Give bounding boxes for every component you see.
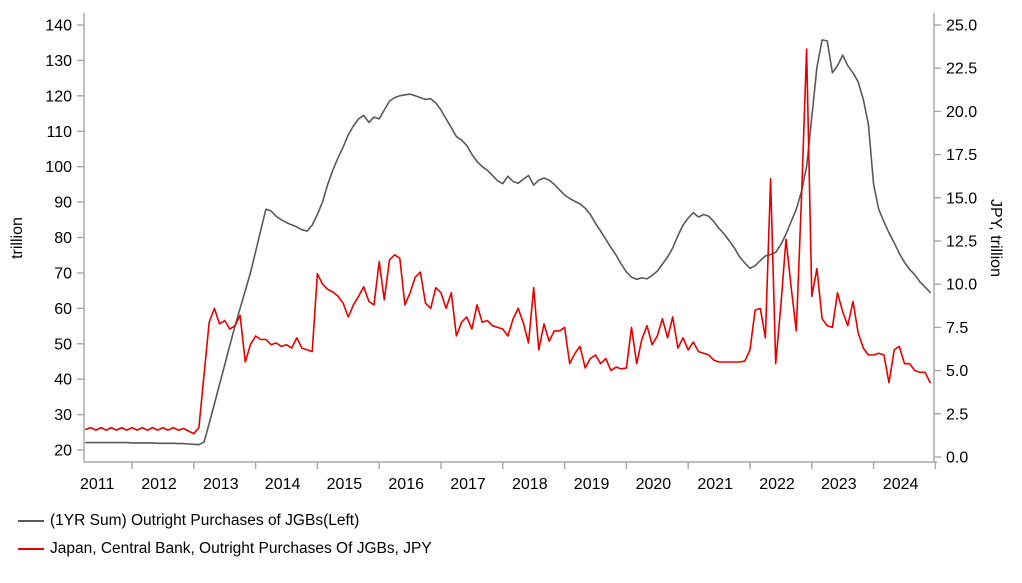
y-left-tick-label: 60 [54, 301, 72, 318]
legend-label-boj-purchases: Japan, Central Bank, Outright Purchases … [50, 540, 432, 557]
x-tick-label: 2023 [821, 476, 857, 493]
x-tick-label: 2015 [327, 476, 363, 493]
y-left-tick-label: 120 [45, 88, 72, 105]
line-chart-plot-area: 20 30 40 50 60 70 80 90 100 110 120 130 140 0.0 2.5 5.0… [9, 13, 1004, 493]
y-right-tick-label: 22.5 [946, 61, 977, 78]
x-tick-label: 2019 [574, 476, 610, 493]
legend-line-swatch-gray [18, 520, 44, 522]
y-left-tick-label: 140 [45, 18, 72, 35]
y-right-tick-label: 10.0 [946, 277, 977, 294]
legend-label-1yr-sum: (1YR Sum) Outright Purchases of JGBs(Lef… [50, 512, 360, 529]
x-tick-label: 2011 [80, 476, 115, 493]
y-right-tick-label: 7.5 [946, 320, 968, 337]
y-right-tick-label: 20.0 [946, 104, 977, 121]
legend-line-swatch-red [18, 548, 44, 550]
legend: (1YR Sum) Outright Purchases of JGBs(Lef… [18, 507, 432, 563]
y-left-tick-label: 40 [54, 372, 72, 389]
x-tick-label: 2017 [450, 476, 486, 493]
x-tick-label: 2013 [203, 476, 239, 493]
y-right-tick-label: 17.5 [946, 147, 977, 164]
y-right-tick-label: 0.0 [946, 450, 968, 467]
y-left-tick-label: 100 [45, 159, 72, 176]
x-tick-label: 2014 [265, 476, 301, 493]
x-tick-label: 2012 [141, 476, 177, 493]
x-tick-label: 2016 [388, 476, 424, 493]
legend-item-1yr-sum: (1YR Sum) Outright Purchases of JGBs(Lef… [18, 507, 432, 535]
boj-monthly-purchases-line [84, 48, 932, 435]
y-left-tick-label: 70 [54, 265, 72, 282]
x-tick-label: 2021 [697, 476, 733, 493]
y-left-tick-label: 50 [54, 336, 72, 353]
y-right-tick-label: 25.0 [946, 18, 977, 35]
x-tick-label: 2018 [512, 476, 548, 493]
y-left-tick-label: 130 [45, 53, 72, 70]
x-tick-label: 2024 [883, 476, 919, 493]
y-left-axis-title: trillion [9, 217, 26, 259]
y-right-tick-label: 12.5 [946, 234, 977, 251]
jgb-1yr-sum-line [84, 39, 932, 446]
x-tick-label: 2022 [759, 476, 795, 493]
y-left-tick-label: 80 [54, 230, 72, 247]
y-right-tick-label: 15.0 [946, 190, 977, 207]
y-left-tick-label: 110 [46, 124, 72, 141]
x-tick-label: 2020 [636, 476, 672, 493]
y-right-tick-label: 2.5 [946, 406, 968, 423]
y-left-tick-label: 20 [54, 443, 72, 460]
y-left-tick-label: 30 [54, 407, 72, 424]
legend-item-boj-purchases: Japan, Central Bank, Outright Purchases … [18, 535, 432, 563]
y-right-axis-title: JPY, trillion [987, 199, 1004, 277]
y-right-tick-label: 5.0 [946, 363, 968, 380]
y-left-tick-label: 90 [54, 195, 72, 212]
